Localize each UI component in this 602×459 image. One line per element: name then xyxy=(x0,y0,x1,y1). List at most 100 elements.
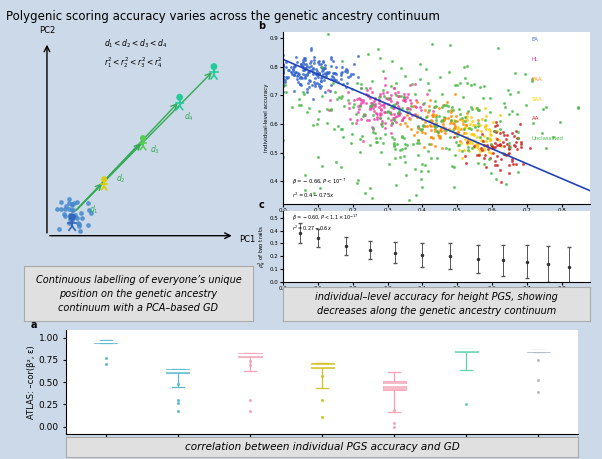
Point xyxy=(429,107,438,115)
Point xyxy=(416,176,426,183)
Point xyxy=(470,81,479,88)
Point xyxy=(414,124,423,131)
Point xyxy=(287,69,296,76)
Point xyxy=(397,104,406,112)
Point xyxy=(485,137,495,144)
Point xyxy=(495,140,505,148)
Point xyxy=(396,153,405,161)
Point xyxy=(426,116,435,123)
Point xyxy=(312,70,321,77)
Point xyxy=(349,60,359,67)
Point xyxy=(373,45,382,53)
Point xyxy=(467,145,477,152)
Point xyxy=(440,124,450,132)
Point xyxy=(313,153,323,160)
Point xyxy=(527,78,537,85)
Point xyxy=(380,124,390,132)
Point xyxy=(411,81,420,88)
Point xyxy=(436,127,445,134)
Point xyxy=(412,139,422,146)
Text: EAA: EAA xyxy=(532,77,542,82)
Point xyxy=(74,220,84,227)
Point xyxy=(452,138,461,146)
Text: Unclassified: Unclassified xyxy=(532,136,563,141)
Point xyxy=(440,114,450,121)
Point xyxy=(477,116,487,123)
Point xyxy=(448,124,458,131)
Point xyxy=(423,79,433,87)
Point xyxy=(72,198,81,206)
Point xyxy=(466,131,476,138)
Point xyxy=(411,90,420,97)
Point xyxy=(327,73,337,80)
Point xyxy=(479,82,489,90)
Bar xyxy=(95,341,117,343)
Point xyxy=(308,121,317,129)
Point xyxy=(312,71,321,78)
Point xyxy=(434,104,444,112)
Point xyxy=(300,74,309,82)
Point xyxy=(338,80,348,88)
Text: b: b xyxy=(258,21,265,31)
Point xyxy=(378,101,388,108)
Point xyxy=(302,108,312,116)
Point xyxy=(346,70,356,78)
Point xyxy=(331,63,341,71)
Point xyxy=(294,101,304,108)
Point xyxy=(326,53,336,61)
Point xyxy=(452,129,461,137)
Point xyxy=(403,105,413,112)
Point xyxy=(473,140,482,147)
Point xyxy=(376,115,385,122)
Point xyxy=(415,114,425,121)
Point xyxy=(400,95,409,103)
Point xyxy=(431,116,441,123)
Point xyxy=(485,135,494,143)
Point xyxy=(353,53,363,60)
Point xyxy=(488,144,497,151)
Point xyxy=(461,74,470,82)
Point xyxy=(317,78,326,85)
Circle shape xyxy=(140,136,146,141)
Point xyxy=(447,162,457,170)
Point xyxy=(433,129,443,136)
Point xyxy=(403,91,413,98)
Point xyxy=(490,122,500,129)
Point xyxy=(516,143,526,150)
Point xyxy=(388,115,398,122)
Point xyxy=(390,90,400,97)
Point xyxy=(309,78,318,86)
Point xyxy=(326,75,336,83)
Point xyxy=(288,103,297,111)
Point xyxy=(468,130,478,137)
Point xyxy=(508,160,518,168)
Point xyxy=(332,77,341,84)
Point xyxy=(474,151,483,159)
Text: $d_1 < d_2 < d_3 < d_4$: $d_1 < d_2 < d_3 < d_4$ xyxy=(104,38,167,50)
Point xyxy=(475,147,485,154)
Point xyxy=(388,101,398,108)
Point xyxy=(488,119,498,126)
Point xyxy=(425,96,435,104)
Point xyxy=(337,72,346,79)
Point xyxy=(417,129,426,136)
Point xyxy=(431,111,441,118)
Point xyxy=(513,129,523,136)
Point xyxy=(311,65,321,72)
Point xyxy=(454,106,464,113)
Point xyxy=(466,113,476,121)
Point xyxy=(408,140,417,148)
Point xyxy=(317,68,327,75)
Point xyxy=(432,122,441,129)
Point xyxy=(430,125,439,133)
Point xyxy=(84,207,94,214)
Point xyxy=(412,129,422,136)
Point xyxy=(448,120,458,127)
Point xyxy=(305,63,314,71)
Point xyxy=(355,102,365,110)
Point xyxy=(439,114,449,121)
Point xyxy=(394,111,403,118)
Point xyxy=(455,79,465,87)
Point xyxy=(459,130,469,137)
Point xyxy=(347,86,357,93)
